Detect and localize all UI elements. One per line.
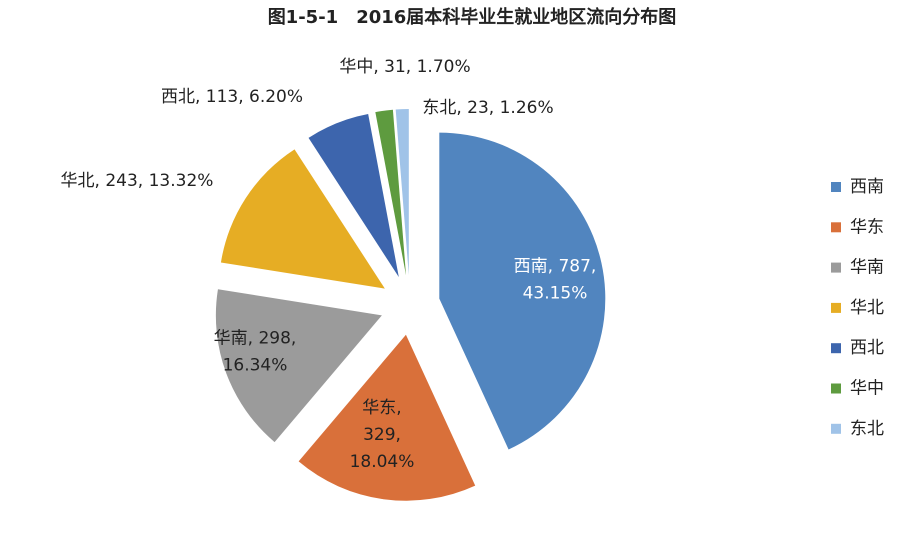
pie-slice — [308, 114, 399, 278]
data-label: 华中, 31, 1.70% — [339, 57, 470, 77]
legend-label: 西南 — [850, 177, 884, 197]
data-label: 329, — [363, 425, 401, 445]
pie-slice — [298, 334, 476, 501]
pie-slice — [395, 109, 409, 276]
legend-swatch — [831, 222, 841, 233]
data-label: 西南, 787, — [514, 257, 597, 277]
pie-slice — [375, 109, 407, 276]
chart-title: 图1-5-1 2016届本科毕业生就业地区流向分布图 — [268, 6, 677, 28]
data-label: 东北, 23, 1.26% — [422, 98, 553, 118]
legend-label: 华东 — [850, 217, 884, 237]
legend-swatch — [831, 423, 841, 434]
data-label: 18.04% — [350, 452, 415, 472]
legend-swatch — [831, 182, 841, 192]
legend-swatch — [831, 262, 841, 273]
data-label: 西北, 113, 6.20% — [161, 87, 303, 107]
legend-swatch — [831, 383, 841, 394]
data-label: 16.34% — [223, 356, 288, 376]
legend-label: 西北 — [850, 338, 884, 358]
legend-label: 东北 — [850, 419, 884, 439]
pie-slice — [215, 289, 382, 443]
pie-slice — [439, 132, 606, 450]
legend-label: 华中 — [850, 379, 884, 399]
data-label: 华东, — [362, 398, 401, 418]
legend-swatch — [831, 302, 841, 313]
data-label: 华北, 243, 13.32% — [61, 171, 214, 191]
pie-slice — [220, 149, 385, 289]
legend-label: 华南 — [850, 258, 884, 278]
data-label: 华南, 298, — [214, 329, 297, 349]
legend-label: 华北 — [850, 298, 884, 318]
data-label: 43.15% — [523, 284, 588, 304]
legend-swatch — [831, 343, 841, 354]
